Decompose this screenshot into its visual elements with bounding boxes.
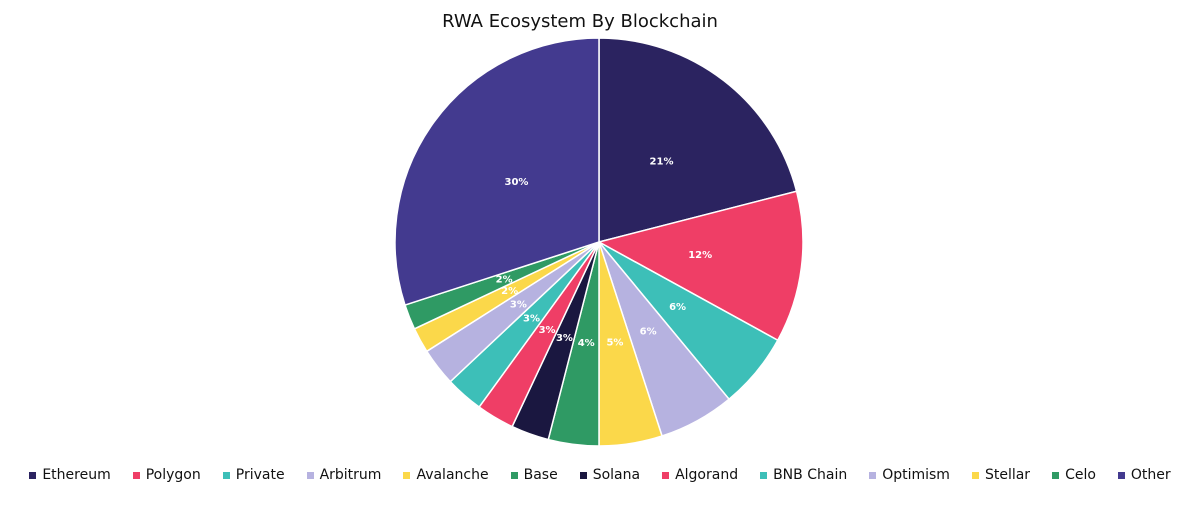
data-label: 3% <box>510 300 527 311</box>
legend-swatch <box>1117 471 1125 479</box>
legend-item: Solana <box>579 467 641 483</box>
legend-label: Arbitrum <box>319 467 382 483</box>
legend-item: Ethereum <box>29 467 111 483</box>
legend-swatch <box>510 471 518 479</box>
legend-label: Solana <box>592 467 641 483</box>
legend-item: Other <box>1117 467 1171 483</box>
legend-item: Private <box>222 467 285 483</box>
data-label: 2% <box>501 286 518 297</box>
legend-item: Arbitrum <box>306 467 382 483</box>
data-label: 3% <box>523 314 540 325</box>
data-label: 6% <box>669 302 686 313</box>
legend-label: Polygon <box>145 467 201 483</box>
legend-label: BNB Chain <box>773 467 848 483</box>
legend-swatch <box>971 471 979 479</box>
data-label: 3% <box>556 333 573 344</box>
data-label: 6% <box>640 326 657 337</box>
data-label: 2% <box>496 275 513 286</box>
legend-swatch <box>1052 471 1060 479</box>
legend-swatch <box>403 471 411 479</box>
legend-item: Optimism <box>869 467 950 483</box>
legend-label: Private <box>235 467 285 483</box>
data-label: 12% <box>688 250 712 261</box>
pie-slice <box>596 190 804 342</box>
legend-item: Celo <box>1052 467 1096 483</box>
legend-swatch <box>579 471 587 479</box>
data-label: 3% <box>539 325 556 336</box>
legend-label: Optimism <box>882 467 950 483</box>
legend-swatch <box>132 471 140 479</box>
legend-item: Stellar <box>971 467 1031 483</box>
legend-label: Base <box>523 467 558 483</box>
data-label: 21% <box>650 156 674 167</box>
legend-swatch <box>869 471 877 479</box>
data-label: 30% <box>505 177 529 188</box>
chart-title: RWA Ecosystem By Blockchain <box>442 11 718 32</box>
legend-label: Algorand <box>675 467 739 483</box>
data-label: 5% <box>606 338 623 349</box>
legend-swatch <box>222 471 230 479</box>
legend-item: Algorand <box>662 467 738 483</box>
legend-item: Avalanche <box>403 467 489 483</box>
legend-item: BNB Chain <box>760 467 847 483</box>
legend-item: Polygon <box>132 467 201 483</box>
pie-slice <box>598 37 798 243</box>
legend-item: Base <box>510 467 558 483</box>
legend-label: Other <box>1130 467 1171 483</box>
legend-label: Celo <box>1065 467 1096 483</box>
legend-swatch <box>306 471 314 479</box>
legend-label: Avalanche <box>416 467 489 483</box>
legend-swatch <box>29 471 37 479</box>
data-label: 4% <box>578 338 595 349</box>
legend-label: Stellar <box>984 467 1031 483</box>
legend-label: Ethereum <box>42 467 111 483</box>
legend: Ethereum Polygon Private Arbitrum Avalanche B… <box>0 467 1200 483</box>
legend-swatch <box>662 471 670 479</box>
legend-swatch <box>760 471 768 479</box>
pie-slice <box>394 37 600 306</box>
